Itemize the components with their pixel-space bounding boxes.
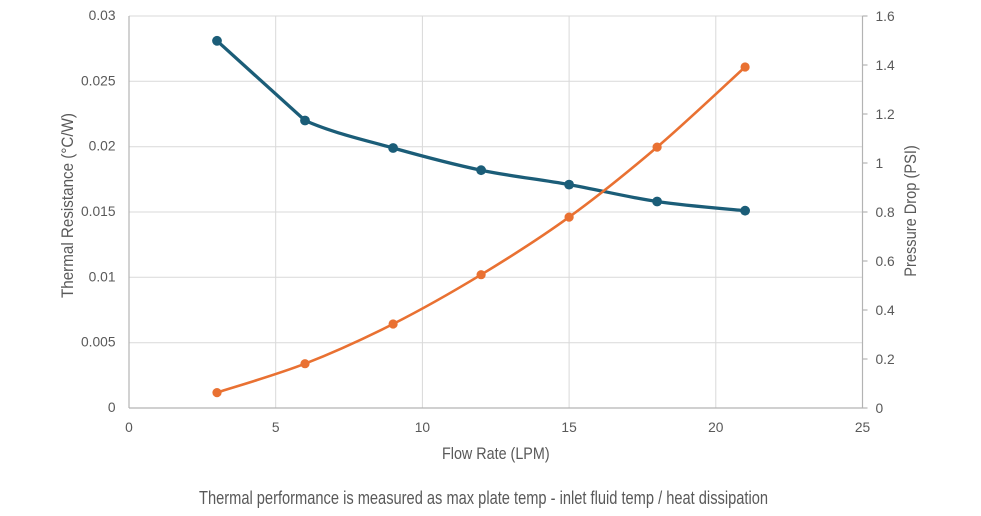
svg-text:0.03: 0.03 bbox=[89, 8, 116, 23]
svg-text:0.01: 0.01 bbox=[89, 269, 116, 284]
svg-text:Pressure Drop (PSI): Pressure Drop (PSI) bbox=[901, 145, 920, 277]
svg-text:0.2: 0.2 bbox=[876, 352, 895, 367]
svg-text:25: 25 bbox=[855, 420, 871, 435]
svg-text:1.4: 1.4 bbox=[876, 58, 896, 73]
svg-text:0.6: 0.6 bbox=[876, 254, 896, 269]
svg-text:Flow Rate (LPM): Flow Rate (LPM) bbox=[442, 445, 550, 463]
svg-text:0: 0 bbox=[108, 400, 116, 415]
svg-text:0: 0 bbox=[876, 401, 884, 416]
svg-text:Thermal performance is measure: Thermal performance is measured as max p… bbox=[199, 488, 768, 508]
svg-text:0.005: 0.005 bbox=[81, 335, 116, 350]
svg-text:Thermal Resistance (°C/W): Thermal Resistance (°C/W) bbox=[58, 113, 77, 298]
svg-text:0.8: 0.8 bbox=[876, 205, 896, 220]
svg-text:5: 5 bbox=[272, 420, 280, 435]
svg-text:0.015: 0.015 bbox=[81, 204, 116, 219]
svg-text:0.025: 0.025 bbox=[81, 73, 116, 88]
svg-text:1: 1 bbox=[876, 156, 884, 171]
svg-text:0.02: 0.02 bbox=[89, 139, 116, 154]
svg-text:20: 20 bbox=[708, 420, 724, 435]
svg-text:0.4: 0.4 bbox=[876, 303, 896, 318]
svg-text:1.6: 1.6 bbox=[876, 9, 896, 24]
svg-text:0: 0 bbox=[125, 420, 133, 435]
svg-text:1.2: 1.2 bbox=[876, 107, 895, 122]
svg-text:10: 10 bbox=[415, 420, 431, 435]
svg-text:15: 15 bbox=[561, 420, 577, 435]
